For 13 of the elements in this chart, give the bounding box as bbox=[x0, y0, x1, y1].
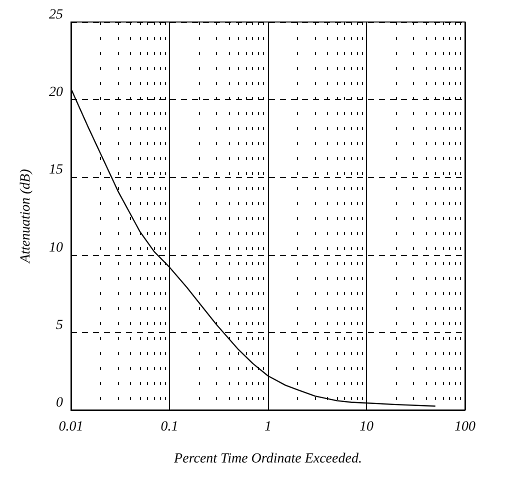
x-tick-label: 0.01 bbox=[58, 420, 84, 434]
x-tick-label: 1 bbox=[264, 420, 272, 434]
x-tick-label: 100 bbox=[454, 420, 476, 434]
x-tick-label: 10 bbox=[360, 420, 374, 434]
x-axis-title: Percent Time Ordinate Exceeded. bbox=[173, 452, 362, 466]
y-tick-label: 10 bbox=[49, 240, 63, 256]
y-tick-label: 0 bbox=[56, 396, 63, 410]
y-axis-title: Attenuation (dB) bbox=[18, 168, 34, 264]
y-tick-label: 25 bbox=[49, 8, 63, 22]
x-tick-label: 0.1 bbox=[160, 420, 178, 434]
y-tick-label: 20 bbox=[49, 85, 63, 100]
y-tick-label: 5 bbox=[56, 318, 63, 333]
y-tick-label: 15 bbox=[49, 162, 63, 178]
